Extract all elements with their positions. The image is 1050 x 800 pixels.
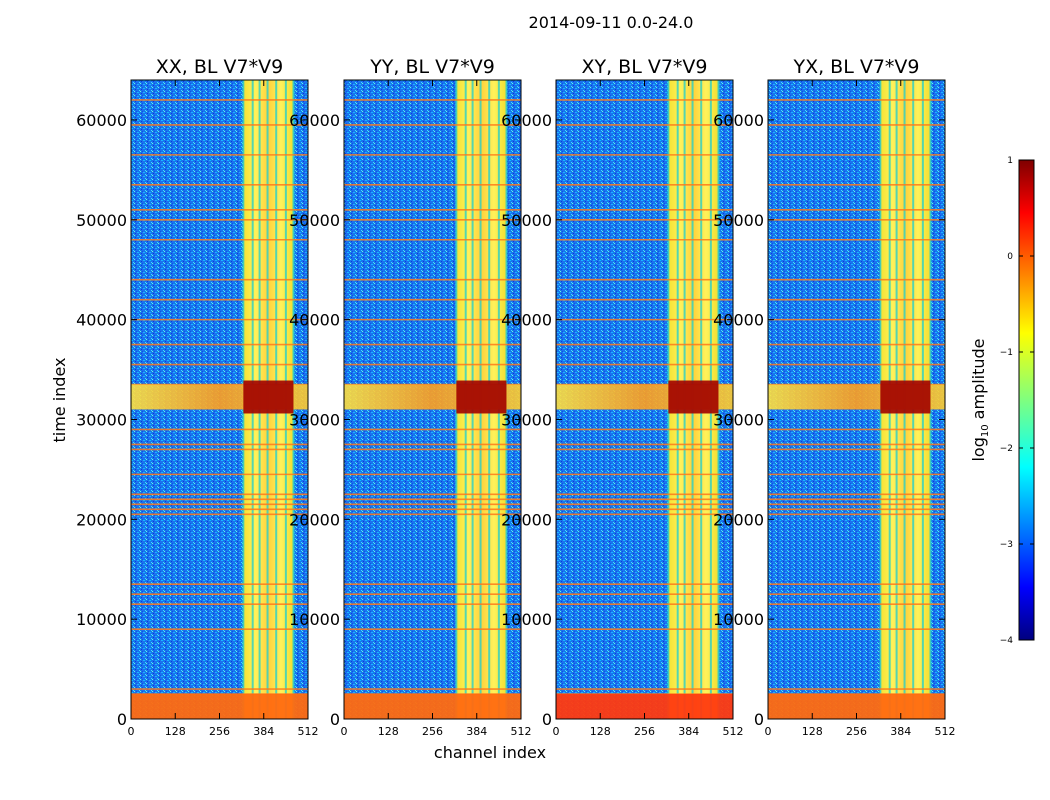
y-tick-label: 60000 (501, 111, 552, 130)
colorbar-tick-label: −2 (1000, 444, 1013, 454)
panel-title: YY, BL V7*V9 (369, 56, 495, 78)
y-tick-label: 30000 (501, 410, 552, 429)
x-tick-label: 128 (590, 725, 611, 738)
x-tick-label: 512 (298, 725, 319, 738)
y-tick-label: 10000 (713, 610, 764, 629)
x-tick-label: 512 (723, 725, 744, 738)
panel-3: XY, BL V7*V9 0 10000 20000 30000 40000 50000 60… (501, 56, 743, 738)
panel-title: YX, BL V7*V9 (792, 56, 919, 78)
figure-suptitle: 2014-09-11 0.0-24.0 (529, 13, 694, 32)
y-tick-label: 20000 (289, 510, 340, 529)
colorbar-label: log10 amplitude (969, 338, 991, 461)
colorbar-gradient (1018, 159, 1035, 641)
panels: XX, BL V7*V9 0 10000 20000 30000 40000 50000 60… (76, 56, 955, 738)
y-tick-label: 50000 (713, 211, 764, 230)
y-tick-label: 10000 (76, 610, 127, 629)
x-tick-label: 128 (802, 725, 823, 738)
panel-2: YY, BL V7*V9 0 10000 20000 30000 40000 50000 60… (289, 56, 531, 738)
x-tick-label: 0 (553, 725, 560, 738)
y-tick-label: 60000 (76, 111, 127, 130)
x-tick-label: 256 (634, 725, 655, 738)
x-tick-label: 384 (678, 725, 699, 738)
y-tick-label: 60000 (713, 111, 764, 130)
x-tick-label: 0 (128, 725, 135, 738)
panel-4: YX, BL V7*V9 0 10000 20000 30000 40000 50000 60… (713, 56, 955, 738)
y-tick-label: 20000 (76, 510, 127, 529)
y-tick-label: 20000 (501, 510, 552, 529)
saturated-region (243, 380, 294, 414)
x-tick-label: 0 (341, 725, 348, 738)
x-tick-label: 256 (422, 725, 443, 738)
colorbar-tick-label: 0 (1007, 252, 1013, 262)
y-tick-label: 10000 (289, 610, 340, 629)
x-tick-label: 128 (165, 725, 186, 738)
x-tick-label: 256 (209, 725, 230, 738)
y-tick-label: 0 (754, 710, 764, 729)
x-tick-label: 512 (935, 725, 956, 738)
x-tick-label: 384 (253, 725, 274, 738)
x-tick-label: 0 (765, 725, 772, 738)
x-tick-label: 384 (466, 725, 487, 738)
panel-title: XX, BL V7*V9 (156, 56, 283, 78)
colorbar-tick-label: −4 (1000, 636, 1014, 646)
x-tick-label: 512 (511, 725, 532, 738)
y-tick-label: 40000 (289, 311, 340, 330)
y-tick-label: 30000 (289, 410, 340, 429)
colorbar-tick-label: −3 (1000, 540, 1013, 550)
y-tick-label: 0 (117, 710, 127, 729)
panel-1: XX, BL V7*V9 0 10000 20000 30000 40000 50000 60… (76, 56, 318, 738)
x-tick-label: 256 (846, 725, 867, 738)
y-tick-label: 60000 (289, 111, 340, 130)
saturated-region (880, 380, 931, 414)
saturated-region (668, 380, 719, 414)
y-tick-label: 20000 (713, 510, 764, 529)
y-tick-label: 50000 (289, 211, 340, 230)
colorbar-tick-label: −1 (1000, 348, 1013, 358)
y-tick-label: 40000 (501, 311, 552, 330)
y-tick-label: 50000 (501, 211, 552, 230)
x-tick-label: 128 (378, 725, 399, 738)
y-tick-label: 0 (330, 710, 340, 729)
saturated-region (456, 380, 507, 414)
y-tick-label: 0 (542, 710, 552, 729)
panel-title: XY, BL V7*V9 (581, 56, 707, 78)
x-tick-label: 384 (890, 725, 911, 738)
y-tick-label: 40000 (76, 311, 127, 330)
x-axis-label: channel index (434, 743, 546, 762)
colorbar: 1 0 −1 −2 −3 −4 log10 amplitude (969, 156, 1035, 646)
y-tick-label: 50000 (76, 211, 127, 230)
y-tick-label: 30000 (76, 410, 127, 429)
y-axis-label: time index (50, 357, 69, 442)
colorbar-tick-label: 1 (1007, 156, 1013, 166)
colorbar-ticks: 1 0 −1 −2 −3 −4 (1000, 156, 1034, 646)
y-tick-label: 30000 (713, 410, 764, 429)
y-tick-label: 40000 (713, 311, 764, 330)
y-tick-label: 10000 (501, 610, 552, 629)
